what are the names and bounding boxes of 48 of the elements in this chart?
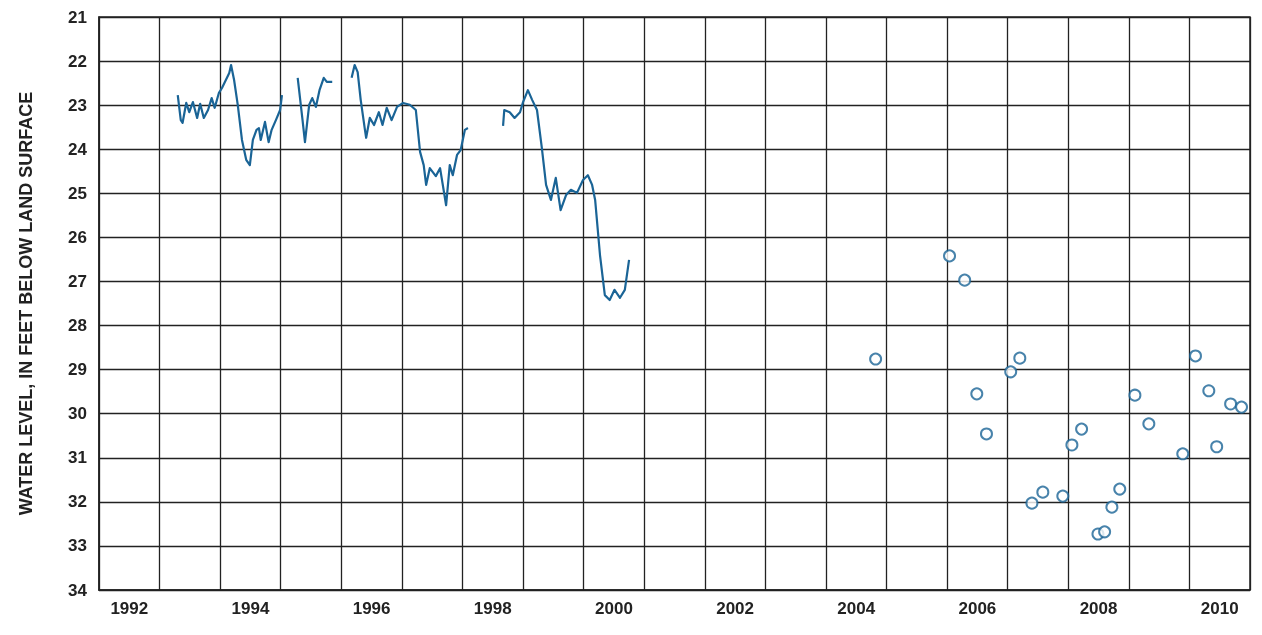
y-tick-label: 31 — [68, 448, 87, 468]
x-tick-label: 2010 — [1200, 599, 1239, 618]
point — [869, 352, 883, 366]
x-tick-label: 2000 — [595, 599, 633, 618]
point — [1105, 500, 1119, 514]
point — [1004, 365, 1018, 379]
point — [1075, 422, 1089, 436]
y-tick-label: 24 — [68, 139, 88, 159]
point — [1025, 496, 1039, 510]
x-tick-label: 1996 — [352, 599, 391, 618]
point — [1098, 525, 1112, 539]
y-tick-label: 30 — [68, 404, 87, 424]
x-tick-label: 1992 — [110, 599, 149, 618]
y-tick-label: 33 — [68, 536, 87, 556]
point — [1113, 482, 1127, 496]
point — [979, 427, 993, 441]
y-tick-label: 26 — [68, 227, 87, 247]
point — [1065, 438, 1079, 452]
point — [1036, 485, 1050, 499]
point — [1235, 400, 1249, 414]
point — [1202, 384, 1216, 398]
x-tick-label: 1998 — [473, 599, 512, 618]
point — [1210, 440, 1224, 454]
y-axis-title: WATER LEVEL, IN FEET BELOW LAND SURFACE — [16, 91, 36, 516]
x-tick-label: 2004 — [837, 599, 876, 618]
y-tick-label: 32 — [68, 492, 87, 512]
y-tick-label: 27 — [68, 271, 87, 291]
y-tick-label: 25 — [68, 183, 87, 203]
point — [970, 387, 984, 401]
point — [1224, 397, 1238, 411]
point — [958, 273, 972, 287]
point — [1056, 489, 1070, 503]
point — [1176, 447, 1190, 461]
y-tick-label: 23 — [68, 95, 87, 115]
point — [943, 249, 957, 263]
y-tick-label: 21 — [68, 7, 87, 27]
x-tick-label: 2008 — [1079, 599, 1118, 618]
y-tick-label: 28 — [68, 316, 87, 336]
y-tick-label: 34 — [68, 580, 88, 600]
point — [1188, 349, 1202, 363]
y-tick-label: 22 — [68, 51, 87, 71]
x-tick-label: 2002 — [716, 599, 754, 618]
point — [1128, 388, 1142, 402]
point — [1142, 417, 1156, 431]
x-tick-label: 2006 — [958, 599, 997, 618]
y-tick-label: 29 — [68, 360, 87, 380]
x-tick-label: 1994 — [231, 599, 270, 618]
point — [1013, 351, 1027, 365]
